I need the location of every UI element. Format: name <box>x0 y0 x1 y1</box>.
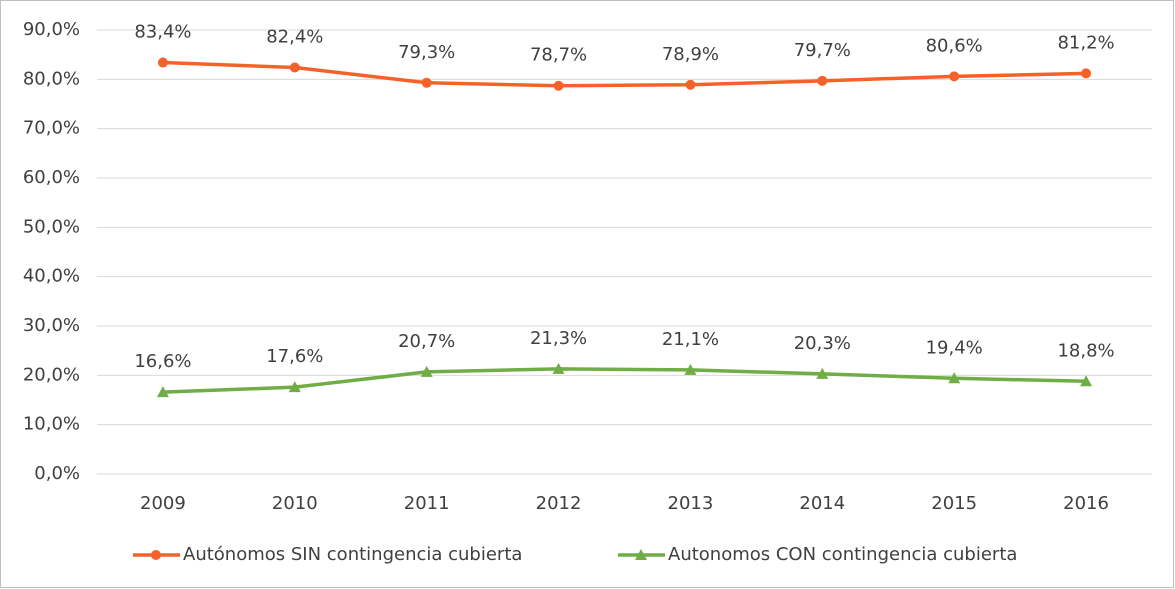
y-tick-label: 0,0% <box>34 463 80 484</box>
marker <box>817 75 828 86</box>
data-label: 82,4% <box>266 26 323 47</box>
y-tick-label: 90,0% <box>23 19 80 40</box>
legend-label: Autonomos CON contingencia cubierta <box>668 544 1017 565</box>
x-tick-label: 2015 <box>931 493 977 514</box>
data-label: 21,3% <box>530 328 587 349</box>
marker <box>553 80 564 91</box>
data-label: 83,4% <box>134 22 191 43</box>
data-label: 20,3% <box>794 333 851 354</box>
marker <box>421 77 432 88</box>
y-tick-label: 30,0% <box>23 315 80 336</box>
marker <box>816 367 829 379</box>
x-tick-label: 2012 <box>536 493 582 514</box>
y-tick-label: 60,0% <box>23 167 80 188</box>
data-label: 80,6% <box>926 35 983 56</box>
marker <box>948 372 961 384</box>
y-tick-label: 10,0% <box>23 414 80 435</box>
data-label: 78,7% <box>530 45 587 66</box>
x-tick-label: 2014 <box>799 493 845 514</box>
data-label: 79,3% <box>398 42 455 63</box>
data-label: 21,1% <box>662 329 719 350</box>
data-label: 79,7% <box>794 40 851 61</box>
data-label: 16,6% <box>134 351 191 372</box>
marker <box>552 362 565 374</box>
y-tick-label: 20,0% <box>23 364 80 385</box>
data-label: 81,2% <box>1057 32 1114 53</box>
marker <box>157 57 168 68</box>
data-label: 17,6% <box>266 346 323 367</box>
series-line <box>162 60 1087 88</box>
x-tick-label: 2010 <box>272 493 318 514</box>
data-label: 20,7% <box>398 331 455 352</box>
marker <box>420 365 433 377</box>
data-label: 18,8% <box>1057 340 1114 361</box>
x-tick-label: 2009 <box>140 493 186 514</box>
x-tick-label: 2013 <box>668 493 714 514</box>
legend-label: Autónomos SIN contingencia cubierta <box>183 544 522 565</box>
y-tick-label: 80,0% <box>23 68 80 89</box>
marker <box>685 79 696 90</box>
marker <box>949 71 960 82</box>
marker <box>289 62 300 73</box>
marker <box>288 381 301 393</box>
data-label: 19,4% <box>926 337 983 358</box>
y-tick-label: 40,0% <box>23 266 80 287</box>
x-tick-label: 2016 <box>1063 493 1109 514</box>
marker <box>1081 68 1092 79</box>
data-label: 78,9% <box>662 44 719 65</box>
y-tick-label: 50,0% <box>23 216 80 237</box>
marker <box>1080 375 1093 387</box>
marker <box>684 363 697 375</box>
series-line <box>162 367 1087 394</box>
y-tick-label: 70,0% <box>23 118 80 139</box>
x-tick-label: 2011 <box>404 493 450 514</box>
marker <box>151 550 161 560</box>
marker <box>635 549 647 560</box>
marker <box>156 386 169 398</box>
